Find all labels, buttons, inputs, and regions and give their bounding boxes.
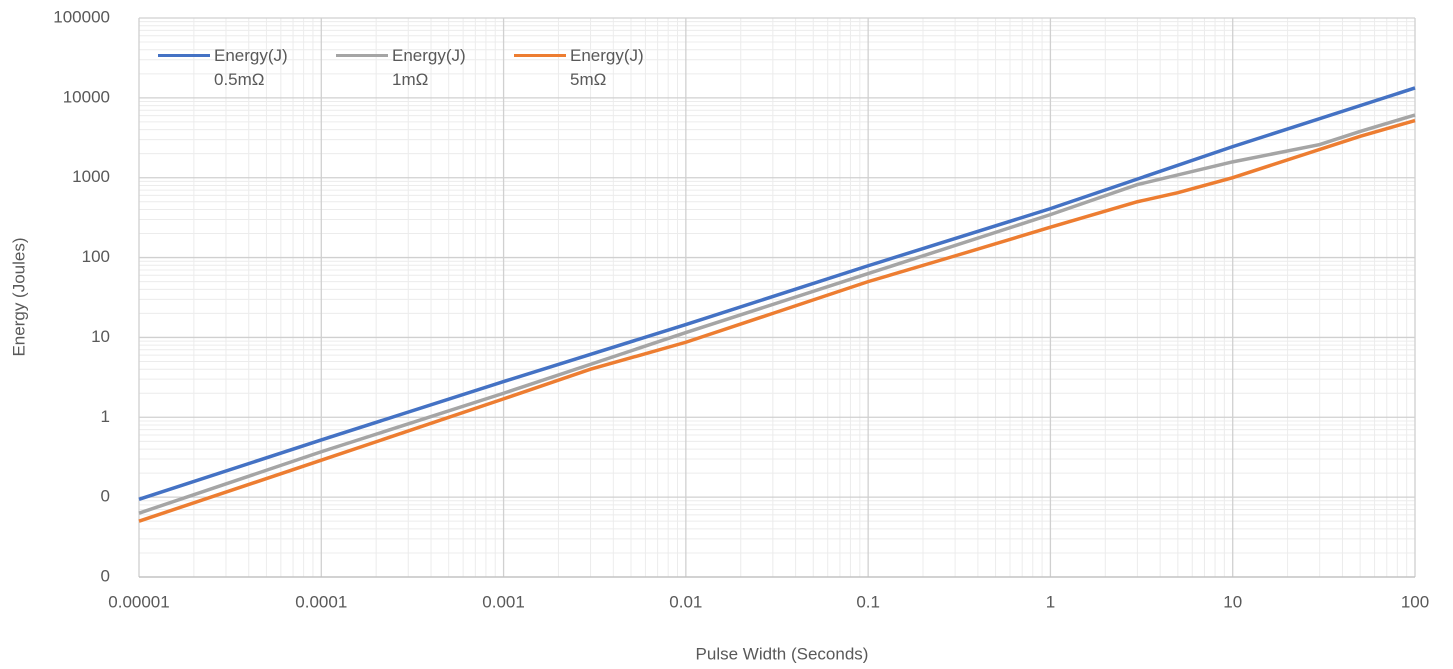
y-tick-label: 100000 — [53, 7, 110, 26]
x-tick-label: 10 — [1223, 592, 1242, 611]
y-tick-label: 100 — [82, 247, 110, 266]
x-tick-label: 0.01 — [669, 592, 702, 611]
x-tick-label: 0.001 — [482, 592, 525, 611]
legend-swatch — [514, 54, 566, 57]
x-tick-label: 0.00001 — [108, 592, 169, 611]
legend-swatch — [336, 54, 388, 57]
y-tick-label: 1000 — [72, 167, 110, 186]
y-tick-label: 10 — [91, 327, 110, 346]
legend-swatch — [158, 54, 210, 57]
y-tick-label: 1 — [101, 407, 110, 426]
y-tick-label: 10000 — [63, 87, 110, 106]
legend-label: Energy(J) 1mΩ — [392, 46, 466, 89]
legend-item: Energy(J) 5mΩ — [514, 44, 665, 92]
x-tick-label: 100 — [1401, 592, 1429, 611]
x-tick-label: 0.0001 — [295, 592, 347, 611]
x-tick-label: 0.1 — [856, 592, 880, 611]
x-axis-title: Pulse Width (Seconds) — [696, 644, 869, 663]
series-line — [138, 113, 1416, 515]
legend-label: Energy(J) 5mΩ — [570, 46, 644, 89]
y-axis-title: Energy (Joules) — [9, 237, 28, 356]
legend-item: Energy(J) 1mΩ — [336, 44, 487, 92]
x-tick-label: 1 — [1046, 592, 1055, 611]
y-tick-label: 0 — [101, 566, 110, 585]
y-tick-label: 0 — [101, 487, 110, 506]
series-line — [138, 118, 1416, 523]
legend-item: Energy(J) 0.5mΩ — [158, 44, 309, 92]
legend-label: Energy(J) 0.5mΩ — [214, 46, 288, 89]
series-line — [138, 86, 1416, 501]
